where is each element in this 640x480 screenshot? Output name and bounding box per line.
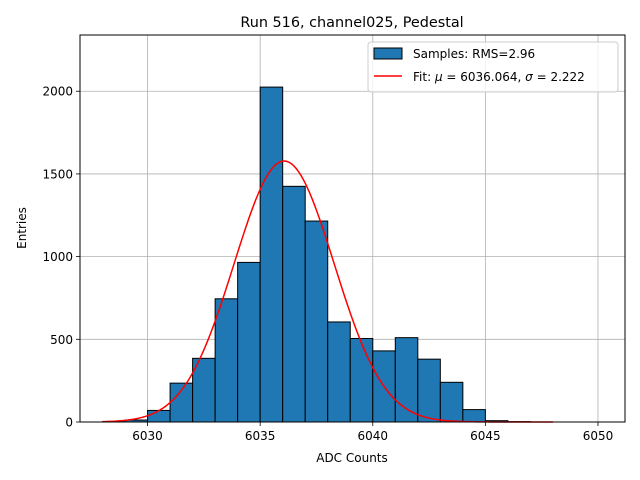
y-tick-label: 500 [50,333,73,347]
y-tick-label: 2000 [42,85,73,99]
histogram-bar [259,86,284,423]
histogram-bar [304,220,329,423]
legend-box [367,41,619,93]
x-tick-label: 6050 [583,429,614,443]
histogram-bar [169,382,194,423]
histogram-bar [327,321,351,423]
x-tick-label: 6035 [245,429,276,443]
legend-histogram-label: Samples: RMS=2.96 [413,47,535,61]
x-axis-label: ADC Counts [316,451,388,465]
y-axis-ticks: 0 500 1000 1500 2000 [42,85,80,430]
y-axis-label: Entries [15,207,29,249]
histogram-bar [462,409,486,423]
histogram-bar [147,409,171,423]
y-tick-label: 0 [65,416,73,430]
legend: Samples: RMS=2.96 Fit: μ = 6036.064, σ =… [367,41,619,93]
histogram-bars [102,86,531,423]
plot-area-frame [79,34,626,423]
x-axis-ticks: 6030 6035 6040 6045 6050 [132,422,613,443]
histogram-bar [417,358,441,423]
x-tick-label: 6045 [470,429,501,443]
legend-fit-label: Fit: μ = 6036.064, σ = 2.222 [413,70,585,84]
x-tick-label: 6040 [357,429,388,443]
y-tick-label: 1500 [42,167,73,181]
histogram-bar [214,298,239,423]
histogram-bar [439,381,464,423]
histogram-bar [282,185,306,423]
chart-title: Run 516, channel025, Pedestal [240,15,463,31]
legend-histogram-swatch [373,47,403,60]
histogram-bar [237,261,261,423]
y-tick-label: 1000 [42,250,73,264]
histogram-bar [349,337,374,423]
x-tick-label: 6030 [132,429,163,443]
